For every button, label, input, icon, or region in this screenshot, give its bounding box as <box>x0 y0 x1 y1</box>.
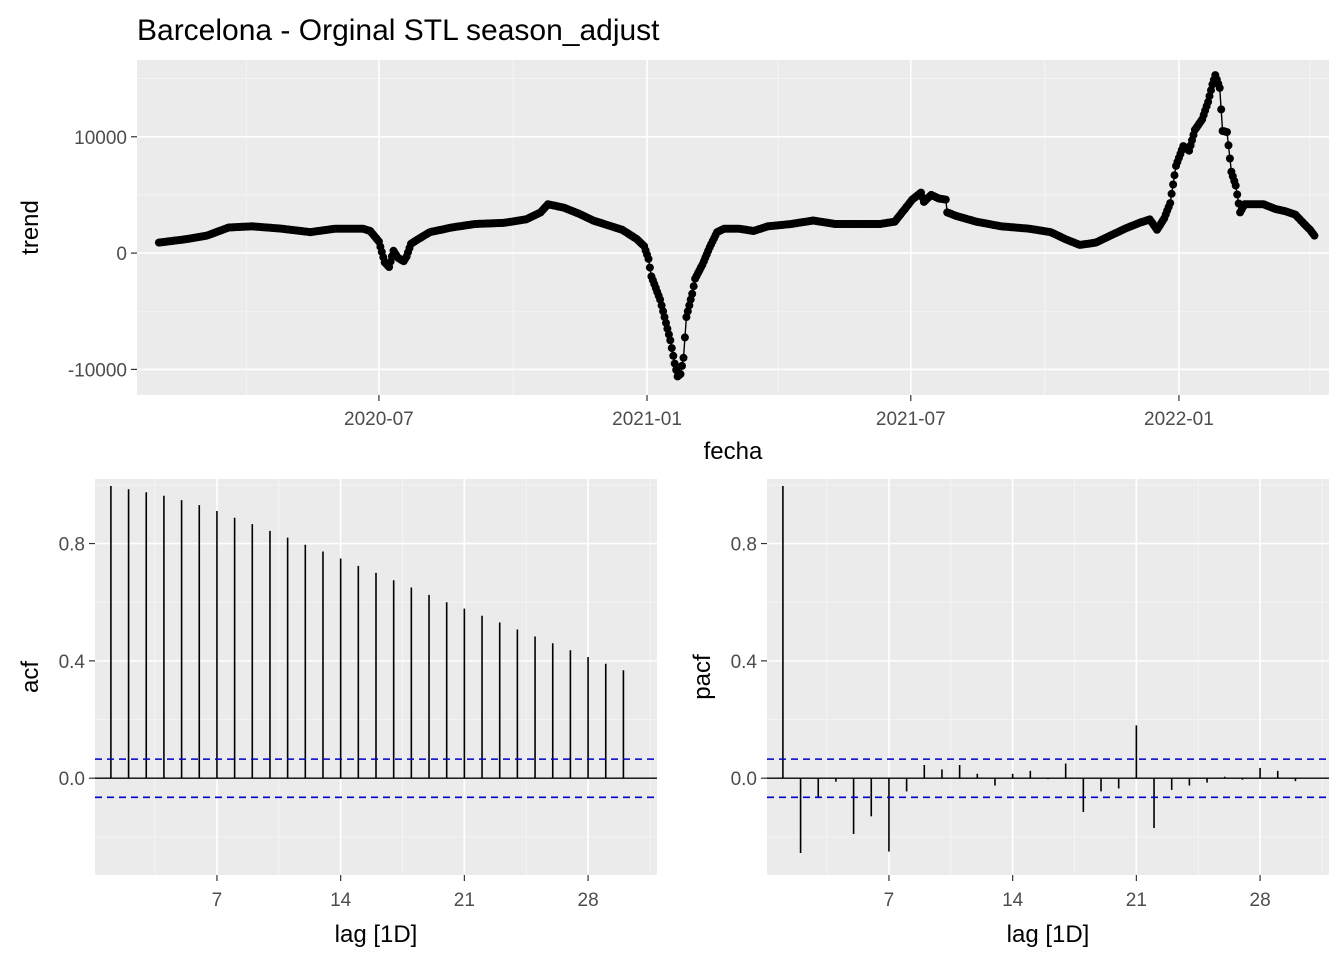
pacf-x-tick-label: 7 <box>884 890 895 911</box>
acf-y-tick-label: 0.8 <box>59 535 85 556</box>
trend-y-tick-label: -10000 <box>68 360 127 381</box>
trend-point <box>666 336 675 345</box>
acf-y-axis-title: acf <box>17 661 44 693</box>
trend-point <box>688 289 697 298</box>
trend-points <box>154 71 1319 381</box>
pacf-y-tick-label: 0.8 <box>731 535 757 556</box>
trend-x-tick-label: 2021-01 <box>612 409 682 430</box>
pacf-x-tick-label: 28 <box>1250 890 1271 911</box>
trend-point <box>1170 171 1179 180</box>
trend-point <box>667 344 676 353</box>
chart-title: Barcelona - Orginal STL season_adjust <box>137 14 660 47</box>
trend-point <box>680 333 689 342</box>
pacf-x-axis-title: lag [1D] <box>1007 921 1090 948</box>
acf-x-tick-label: 28 <box>578 890 599 911</box>
acf-y-tick-label: 0.0 <box>59 769 85 790</box>
trend-point <box>644 254 653 263</box>
trend-point <box>1233 190 1242 199</box>
pacf-y-tick-label: 0.4 <box>731 652 758 673</box>
trend-point <box>679 353 688 362</box>
trend-x-tick-label: 2022-01 <box>1144 409 1214 430</box>
trend-y-axis-title: trend <box>17 200 44 255</box>
trend-point <box>670 359 679 368</box>
trend-y-tick-label: 0 <box>116 244 127 265</box>
trend-point <box>1225 154 1234 163</box>
trend-point <box>1224 141 1233 150</box>
trend-plot: -10000 0 10000 2020-07 2021-01 2021-07 2022-01… <box>17 60 1329 465</box>
trend-point <box>1167 189 1176 198</box>
acf-plot: 0.0 0.4 0.8 7 14 21 28 lag [1D] acf <box>17 479 657 948</box>
trend-y-tick-label: 10000 <box>74 128 127 149</box>
pacf-plot: 0.0 0.4 0.8 7 14 21 28 lag [1D] pacf <box>689 479 1329 948</box>
trend-x-axis-title: fecha <box>704 438 763 465</box>
acf-x-tick-label: 21 <box>454 890 475 911</box>
trend-point <box>678 361 686 370</box>
trend-point <box>1231 181 1240 190</box>
trend-point <box>1223 128 1231 137</box>
acf-x-tick-label: 14 <box>330 890 352 911</box>
pacf-y-axis-title: pacf <box>689 654 716 700</box>
trend-point <box>1215 83 1224 92</box>
trend-point <box>669 351 678 360</box>
pacf-x-tick-label: 21 <box>1126 890 1147 911</box>
acf-y-tick-label: 0.4 <box>59 652 86 673</box>
acf-x-tick-label: 7 <box>212 890 223 911</box>
trend-point <box>1310 231 1319 240</box>
acf-x-axis-title: lag [1D] <box>335 921 418 948</box>
pacf-panel-background <box>767 479 1329 875</box>
trend-point <box>689 282 698 291</box>
trend-point <box>1166 199 1175 208</box>
trend-point <box>1217 105 1226 114</box>
trend-point <box>1169 180 1178 189</box>
pacf-y-tick-label: 0.0 <box>731 769 757 790</box>
pacf-x-tick-label: 14 <box>1002 890 1024 911</box>
trend-x-tick-label: 2020-07 <box>344 409 414 430</box>
trend-point <box>941 195 950 204</box>
trend-point <box>676 370 685 379</box>
trend-x-tick-label: 2021-07 <box>876 409 946 430</box>
trend-point <box>645 263 654 272</box>
